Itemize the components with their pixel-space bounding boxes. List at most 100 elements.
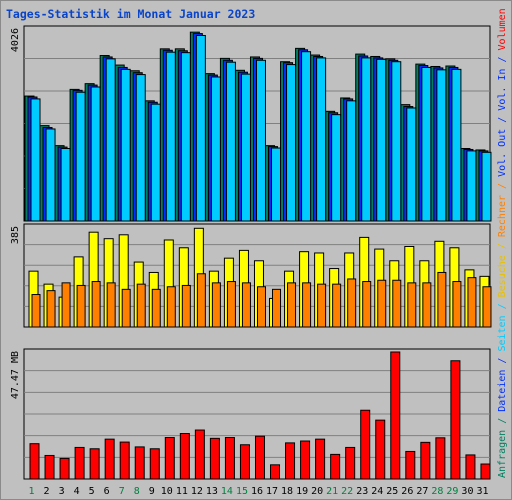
bar-volumen-day-3 bbox=[59, 457, 70, 480]
legend-entry: Vol. In bbox=[497, 69, 508, 111]
legend-entry: Seiten bbox=[497, 315, 508, 351]
x-tick-label: 4 bbox=[74, 486, 80, 497]
legend-entry: Rechner bbox=[497, 195, 508, 237]
x-tick-label: 22 bbox=[341, 486, 353, 497]
bar-rechner-day-14 bbox=[226, 281, 236, 328]
bar-seiten-day-31 bbox=[481, 151, 492, 222]
bar-seiten-day-20 bbox=[316, 57, 327, 222]
bar-volumen-day-20 bbox=[315, 438, 326, 480]
bar-rechner-day-7 bbox=[121, 288, 131, 328]
bar-seiten-day-26 bbox=[406, 107, 417, 222]
bar-seiten-day-7 bbox=[120, 68, 131, 222]
bar-volumen-day-2 bbox=[44, 454, 55, 480]
x-tick-label: 20 bbox=[311, 486, 323, 497]
legend-entry: / bbox=[497, 412, 508, 430]
x-tick-label: 19 bbox=[296, 486, 308, 497]
bar-rechner-day-5 bbox=[91, 281, 101, 328]
x-tick-label: 21 bbox=[326, 486, 338, 497]
x-tick-label: 12 bbox=[191, 486, 203, 497]
bar-volumen-day-12 bbox=[194, 429, 205, 480]
bar-seiten-day-5 bbox=[90, 86, 101, 222]
bar-rechner-day-2 bbox=[46, 290, 56, 328]
bar-seiten-day-18 bbox=[286, 64, 297, 222]
x-tick-label: 7 bbox=[119, 486, 125, 497]
legend-entry: Anfragen bbox=[497, 430, 508, 478]
bar-rechner-day-1 bbox=[31, 294, 41, 328]
bar-rechner-day-13 bbox=[211, 282, 221, 328]
bar-rechner-day-16 bbox=[256, 286, 266, 328]
x-tick-label: 16 bbox=[251, 486, 263, 497]
bar-volumen-day-21 bbox=[330, 453, 341, 480]
x-tick-label: 24 bbox=[371, 486, 383, 497]
bar-seiten-day-27 bbox=[421, 66, 432, 222]
legend-entry: / bbox=[497, 297, 508, 315]
bar-seiten-day-24 bbox=[376, 58, 387, 222]
bar-rechner-day-15 bbox=[241, 282, 251, 328]
y-max-label-2: 385 bbox=[10, 226, 21, 244]
bar-rechner-day-22 bbox=[347, 278, 357, 328]
bar-volumen-day-19 bbox=[300, 440, 311, 480]
bar-seiten-day-12 bbox=[195, 34, 206, 222]
chart-title: Tages-Statistik im Monat Januar 2023 bbox=[6, 7, 256, 21]
bar-seiten-day-11 bbox=[180, 52, 191, 222]
bar-rechner-day-28 bbox=[437, 271, 447, 328]
bar-seiten-day-25 bbox=[391, 61, 402, 222]
bar-seiten-day-8 bbox=[135, 74, 146, 222]
x-tick-label: 14 bbox=[221, 486, 233, 497]
x-tick-label: 6 bbox=[104, 486, 110, 497]
legend-entry: Besuche bbox=[497, 255, 508, 297]
bar-volumen-day-31 bbox=[480, 463, 491, 480]
x-tick-label: 5 bbox=[89, 486, 95, 497]
legend-entry: Volumen bbox=[497, 8, 508, 50]
x-tick-label: 1 bbox=[29, 486, 35, 497]
bar-volumen-day-5 bbox=[89, 448, 100, 480]
x-tick-label: 31 bbox=[476, 486, 488, 497]
legend-entry: / bbox=[497, 237, 508, 255]
legend-entry: / bbox=[497, 352, 508, 370]
legend-entry: / bbox=[497, 50, 508, 68]
bar-rechner-day-8 bbox=[136, 283, 146, 328]
x-tick-label: 18 bbox=[281, 486, 293, 497]
bar-volumen-day-18 bbox=[285, 442, 296, 480]
bar-seiten-day-1 bbox=[30, 98, 41, 222]
bar-volumen-day-16 bbox=[254, 435, 265, 480]
x-tick-label: 11 bbox=[176, 486, 188, 497]
bar-volumen-day-30 bbox=[465, 454, 476, 480]
x-tick-label: 3 bbox=[59, 486, 65, 497]
bar-volumen-day-24 bbox=[375, 419, 386, 480]
right-legend: Anfragen / Dateien / Seiten / Besuche / … bbox=[497, 8, 508, 478]
bar-rechner-day-25 bbox=[392, 279, 402, 328]
bar-rechner-day-12 bbox=[196, 273, 206, 328]
bar-volumen-day-13 bbox=[209, 437, 220, 480]
bar-volumen-day-28 bbox=[435, 437, 446, 480]
x-tick-label: 10 bbox=[161, 486, 173, 497]
y-max-label-3: 47.47 MB bbox=[10, 351, 21, 399]
bar-rechner-day-21 bbox=[332, 283, 342, 328]
x-tick-label: 8 bbox=[134, 486, 140, 497]
bar-volumen-day-8 bbox=[134, 446, 145, 480]
bar-rechner-day-29 bbox=[452, 281, 462, 328]
bar-seiten-day-22 bbox=[346, 100, 357, 222]
bar-volumen-day-9 bbox=[149, 448, 160, 480]
bar-rechner-day-24 bbox=[377, 279, 387, 328]
bar-rechner-day-26 bbox=[407, 282, 417, 328]
bar-seiten-day-13 bbox=[210, 76, 221, 222]
bar-volumen-day-17 bbox=[270, 464, 281, 480]
x-tick-label: 30 bbox=[461, 486, 473, 497]
bar-seiten-day-15 bbox=[240, 73, 251, 222]
bar-volumen-day-15 bbox=[239, 444, 250, 480]
x-tick-label: 9 bbox=[149, 486, 155, 497]
bar-rechner-day-23 bbox=[362, 281, 372, 328]
y-max-label-1: 4026 bbox=[10, 28, 21, 52]
x-tick-label: 28 bbox=[431, 486, 443, 497]
bar-volumen-day-27 bbox=[420, 441, 431, 480]
bar-seiten-day-30 bbox=[466, 150, 477, 222]
bar-seiten-day-10 bbox=[165, 51, 176, 222]
bar-rechner-day-10 bbox=[166, 286, 176, 328]
bar-volumen-day-10 bbox=[164, 437, 175, 480]
bar-rechner-day-4 bbox=[76, 284, 86, 328]
bar-rechner-day-31 bbox=[482, 286, 492, 328]
bar-volumen-day-7 bbox=[119, 441, 130, 480]
